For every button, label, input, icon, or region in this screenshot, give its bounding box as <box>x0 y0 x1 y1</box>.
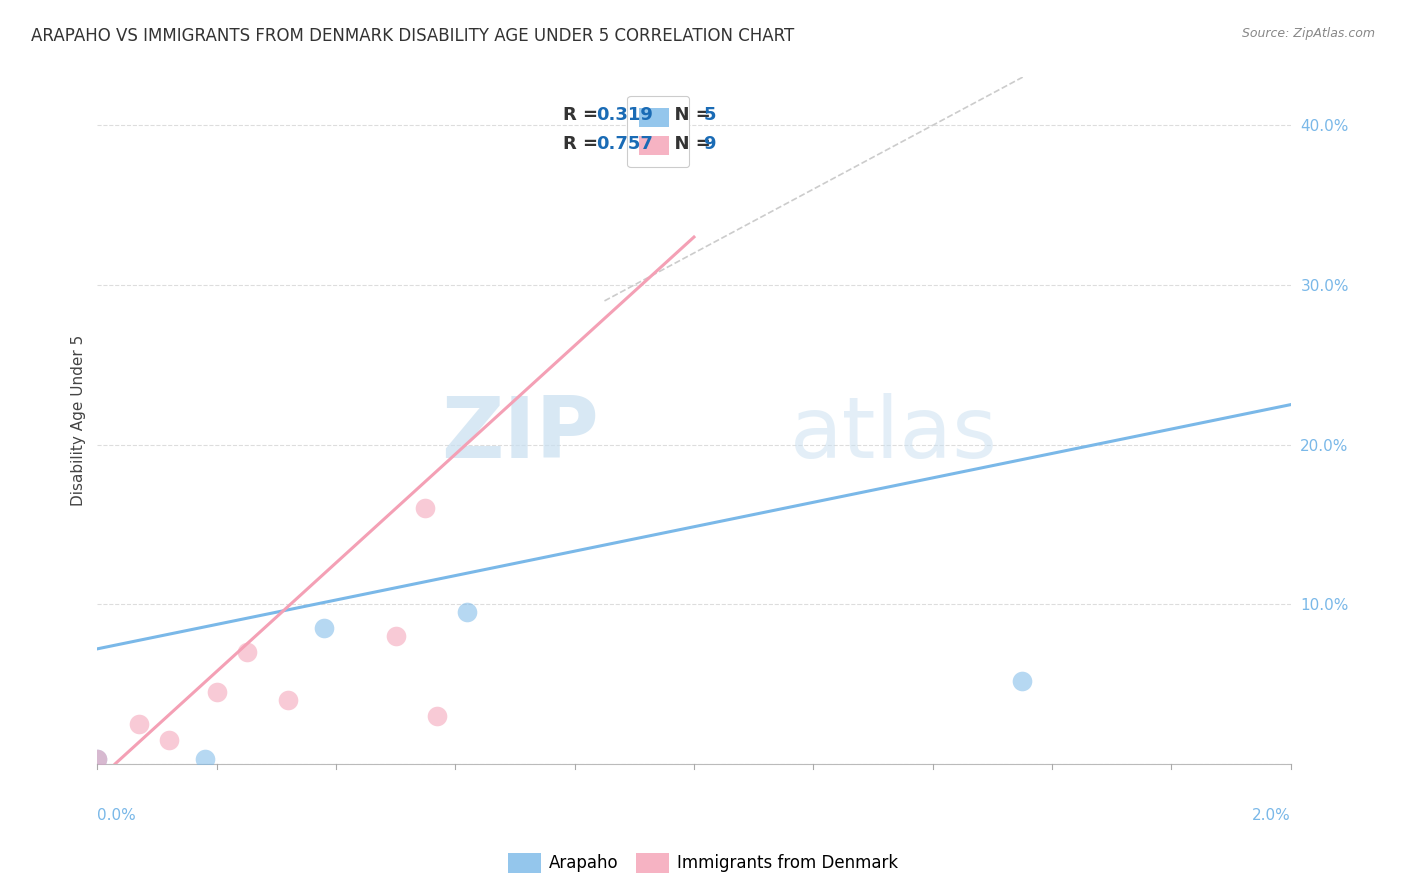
Text: R =: R = <box>562 135 605 153</box>
Text: N =: N = <box>662 135 717 153</box>
Point <box>277 693 299 707</box>
Point <box>235 645 257 659</box>
Text: atlas: atlas <box>789 392 997 475</box>
Text: 0.757: 0.757 <box>596 135 652 153</box>
Text: 5: 5 <box>703 106 716 124</box>
Y-axis label: Disability Age Under 5: Disability Age Under 5 <box>72 335 86 507</box>
Text: 0.319: 0.319 <box>596 106 652 124</box>
Text: 0.0%: 0.0% <box>97 808 136 823</box>
Point <box>1011 673 1033 688</box>
Text: 2.0%: 2.0% <box>1251 808 1291 823</box>
Legend: , : , <box>627 96 689 167</box>
Point <box>157 732 180 747</box>
Point <box>415 501 437 516</box>
Legend: Arapaho, Immigrants from Denmark: Arapaho, Immigrants from Denmark <box>501 847 905 880</box>
Point <box>205 685 228 699</box>
Text: 9: 9 <box>703 135 716 153</box>
Point <box>86 752 108 766</box>
Point <box>194 752 217 766</box>
Point <box>86 752 108 766</box>
Point <box>426 709 449 723</box>
Text: Source: ZipAtlas.com: Source: ZipAtlas.com <box>1241 27 1375 40</box>
Point <box>384 629 406 643</box>
Point <box>456 605 478 619</box>
Point <box>128 716 150 731</box>
Text: R =: R = <box>562 106 605 124</box>
Text: N =: N = <box>662 106 717 124</box>
Point <box>312 621 335 635</box>
Text: ARAPAHO VS IMMIGRANTS FROM DENMARK DISABILITY AGE UNDER 5 CORRELATION CHART: ARAPAHO VS IMMIGRANTS FROM DENMARK DISAB… <box>31 27 794 45</box>
Text: ZIP: ZIP <box>440 392 599 475</box>
